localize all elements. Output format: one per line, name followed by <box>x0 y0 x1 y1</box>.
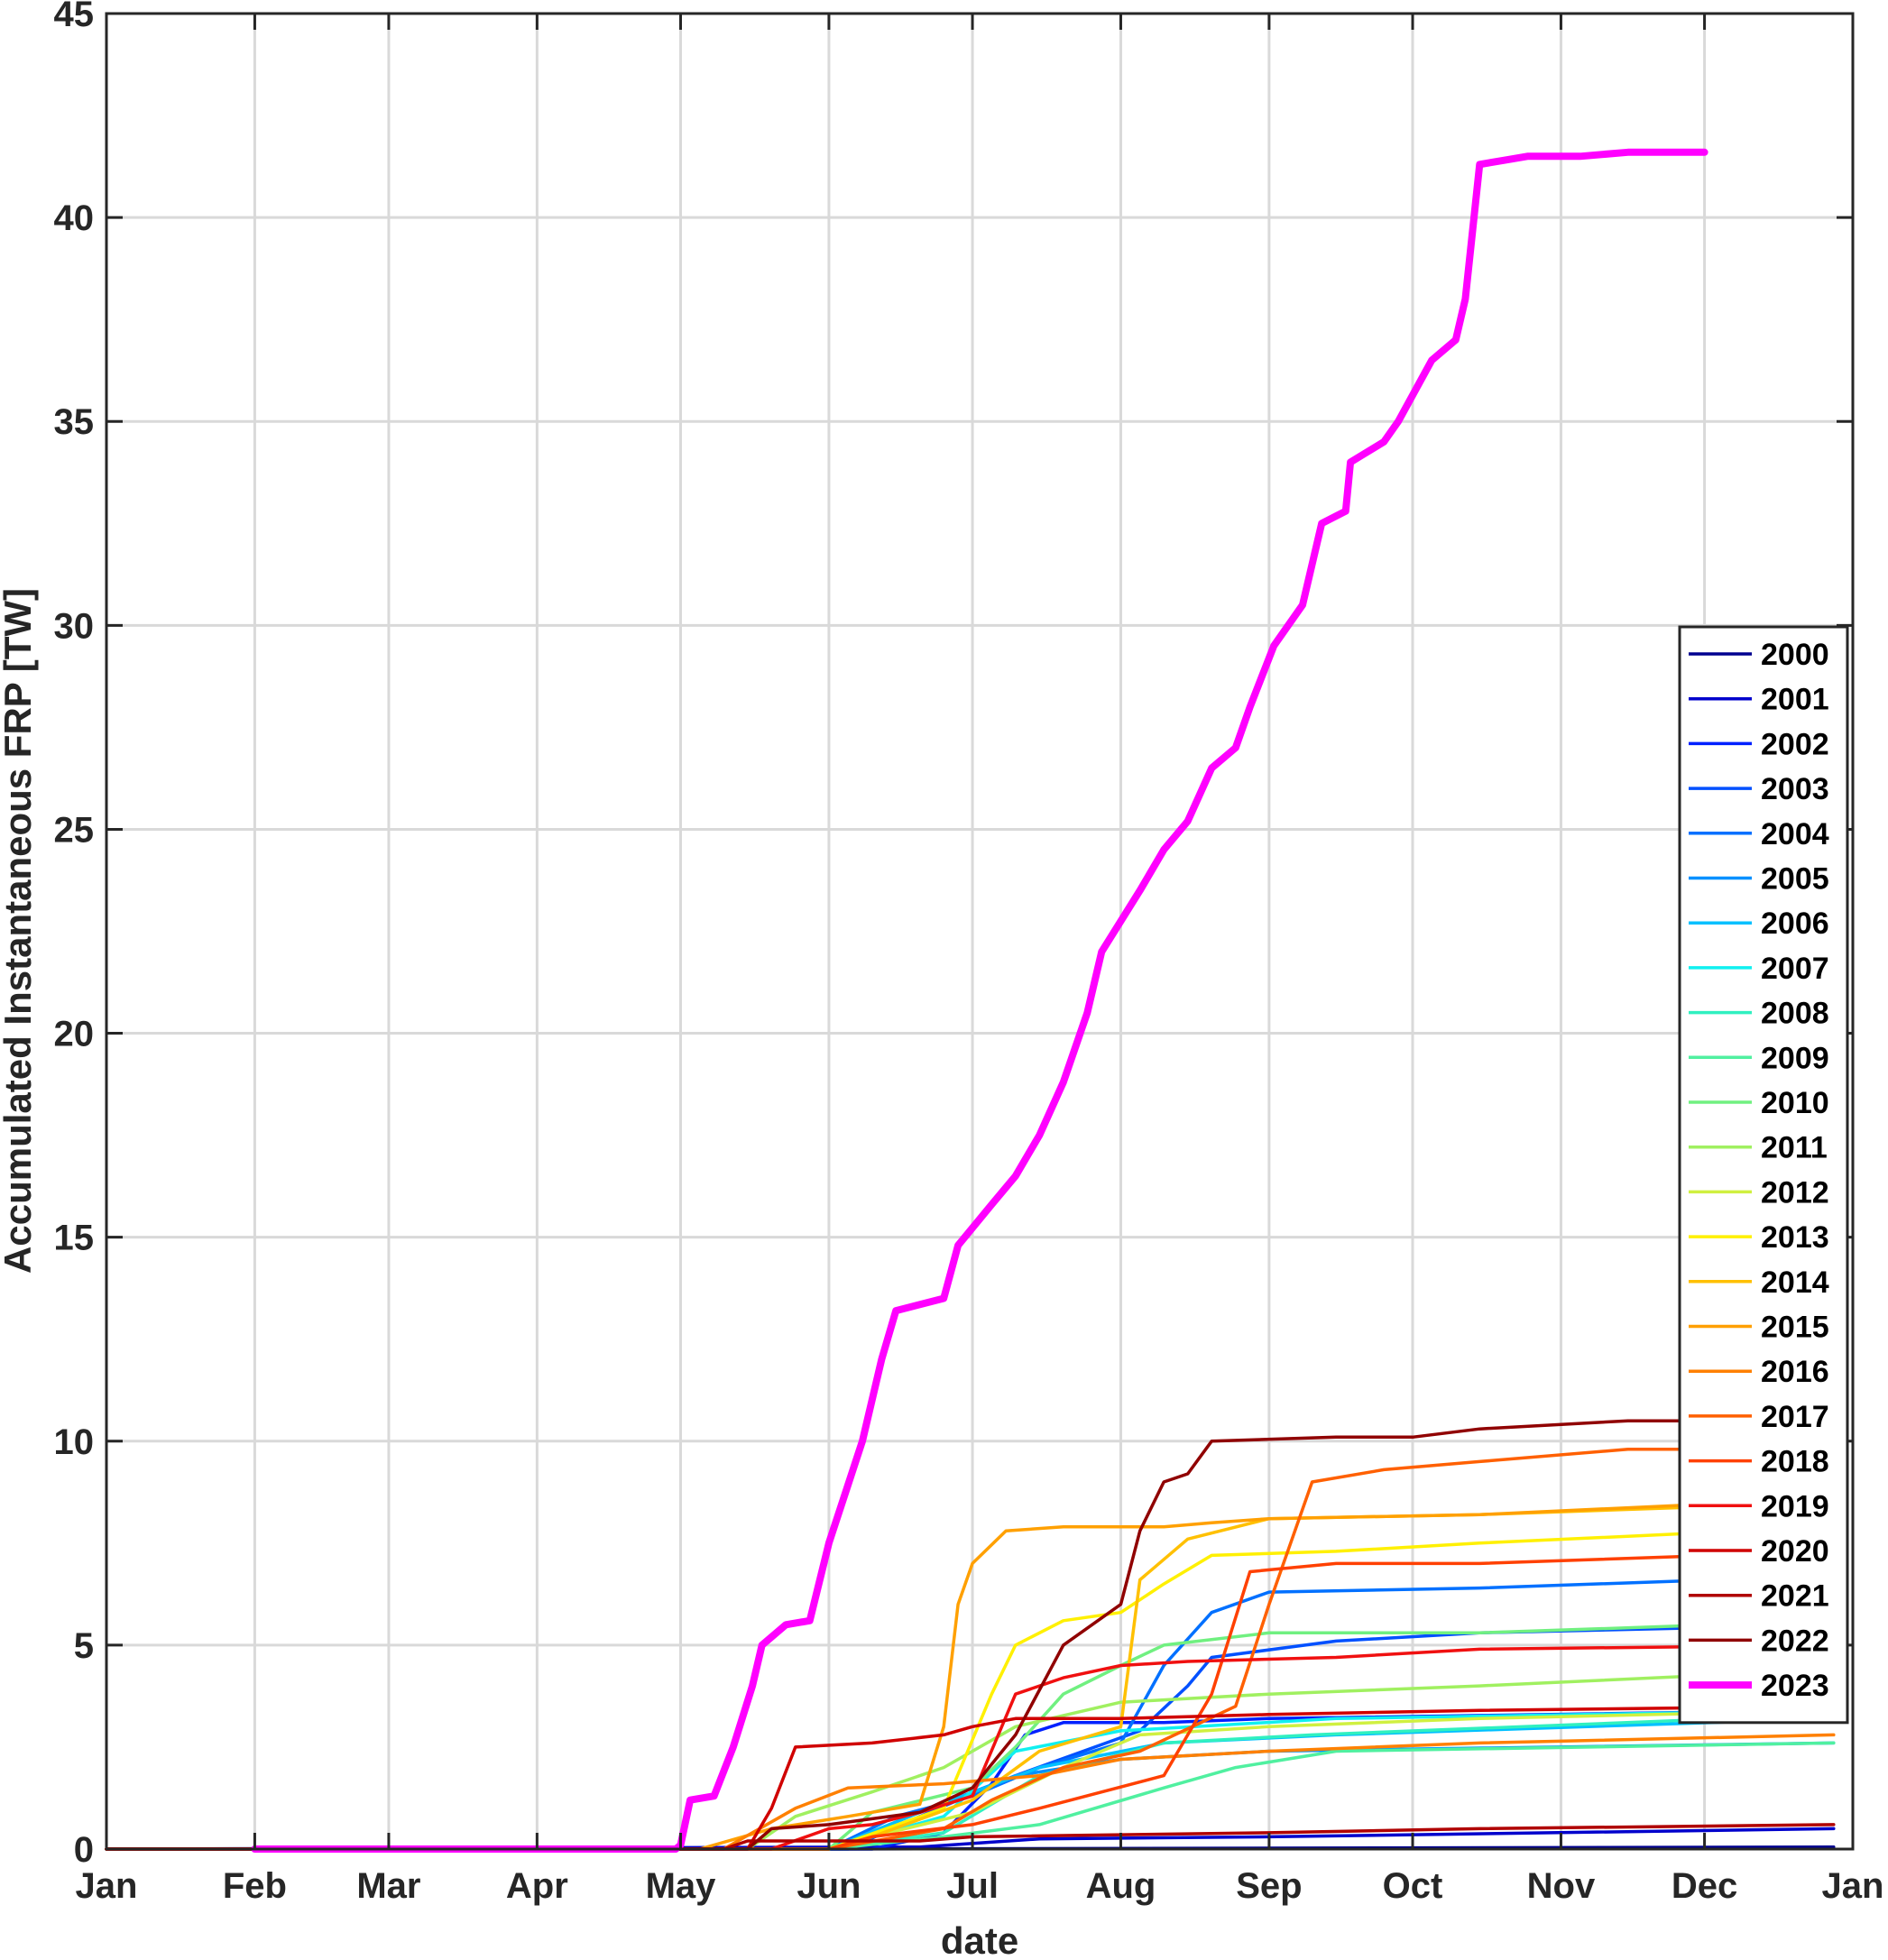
legend-label-2003: 2003 <box>1761 772 1829 806</box>
x-tick-label: Oct <box>1383 1866 1443 1906</box>
legend-label-2018: 2018 <box>1761 1445 1829 1479</box>
legend-label-2023: 2023 <box>1761 1669 1829 1703</box>
legend-label-2015: 2015 <box>1761 1311 1829 1345</box>
y-tick-label: 0 <box>74 1830 94 1870</box>
y-tick-label: 15 <box>54 1219 95 1258</box>
legend-label-2001: 2001 <box>1761 683 1829 717</box>
series-line-2011 <box>105 1668 1836 1851</box>
series-line-2019 <box>105 1643 1836 1851</box>
legend-label-2013: 2013 <box>1761 1220 1829 1255</box>
y-tick-label: 30 <box>54 606 95 646</box>
legend-label-2019: 2019 <box>1761 1489 1829 1523</box>
legend-label-2007: 2007 <box>1761 952 1829 986</box>
legend-label-2010: 2010 <box>1761 1086 1829 1120</box>
x-tick-label: Feb <box>223 1866 287 1906</box>
plot-frame <box>105 12 1855 1851</box>
series-line-2022 <box>105 1419 1836 1851</box>
x-tick-label: Jul <box>946 1866 999 1906</box>
y-axis-label: Accumulated Instantaneous FRP [TW] <box>0 588 39 1274</box>
legend-label-2002: 2002 <box>1761 727 1829 761</box>
plot-background <box>106 14 1853 1849</box>
y-tick-label: 40 <box>54 198 95 238</box>
x-tick-label: Aug <box>1086 1866 1156 1906</box>
y-tick-label: 45 <box>54 0 95 34</box>
axis-ticks: Jan Feb Mar Apr May Jun Jul Aug Sep Oct Nov Dec Jan0… <box>54 0 1884 1906</box>
grid <box>106 14 1853 1849</box>
x-tick-label: May <box>646 1866 717 1906</box>
x-tick-label: Jan <box>76 1866 138 1906</box>
series-lines <box>105 148 1836 1853</box>
x-tick-label: Sep <box>1236 1866 1302 1906</box>
series-line-2015 <box>105 1496 1836 1851</box>
legend-label-2005: 2005 <box>1761 862 1829 897</box>
y-tick-label: 20 <box>54 1015 95 1054</box>
x-tick-label: Jan <box>1822 1866 1884 1906</box>
y-tick-label: 10 <box>54 1422 95 1462</box>
x-tick-label: Nov <box>1527 1866 1596 1906</box>
legend-label-2006: 2006 <box>1761 906 1829 941</box>
legend-label-2016: 2016 <box>1761 1355 1829 1389</box>
legend-label-2004: 2004 <box>1761 817 1829 851</box>
y-tick-label: 35 <box>54 402 95 442</box>
legend-label-2022: 2022 <box>1761 1624 1829 1658</box>
legend: 2000 2001 2002 2003 2004 2005 2006 2007 2008 2009… <box>1678 625 1849 1725</box>
y-tick-label: 5 <box>74 1626 94 1666</box>
legend-label-2012: 2012 <box>1761 1175 1829 1210</box>
legend-label-2020: 2020 <box>1761 1534 1829 1569</box>
series-line-2023 <box>251 148 1708 1853</box>
legend-label-2021: 2021 <box>1761 1579 1829 1614</box>
legend-label-2017: 2017 <box>1761 1400 1829 1434</box>
legend-label-2009: 2009 <box>1761 1041 1829 1075</box>
legend-label-2000: 2000 <box>1761 638 1829 672</box>
x-tick-label: Jun <box>797 1866 861 1906</box>
y-tick-label: 25 <box>54 810 95 850</box>
series-line-2013 <box>105 1524 1836 1851</box>
x-tick-label: Mar <box>356 1866 420 1906</box>
legend-box <box>1678 625 1849 1725</box>
legend-label-2014: 2014 <box>1761 1265 1829 1300</box>
x-axis-label: date <box>941 1919 1018 1960</box>
series-line-2020 <box>105 1704 1836 1851</box>
legend-label-2008: 2008 <box>1761 997 1829 1031</box>
legend-label-2011: 2011 <box>1761 1131 1828 1165</box>
x-tick-label: Dec <box>1672 1866 1737 1906</box>
x-tick-label: Apr <box>506 1866 568 1906</box>
